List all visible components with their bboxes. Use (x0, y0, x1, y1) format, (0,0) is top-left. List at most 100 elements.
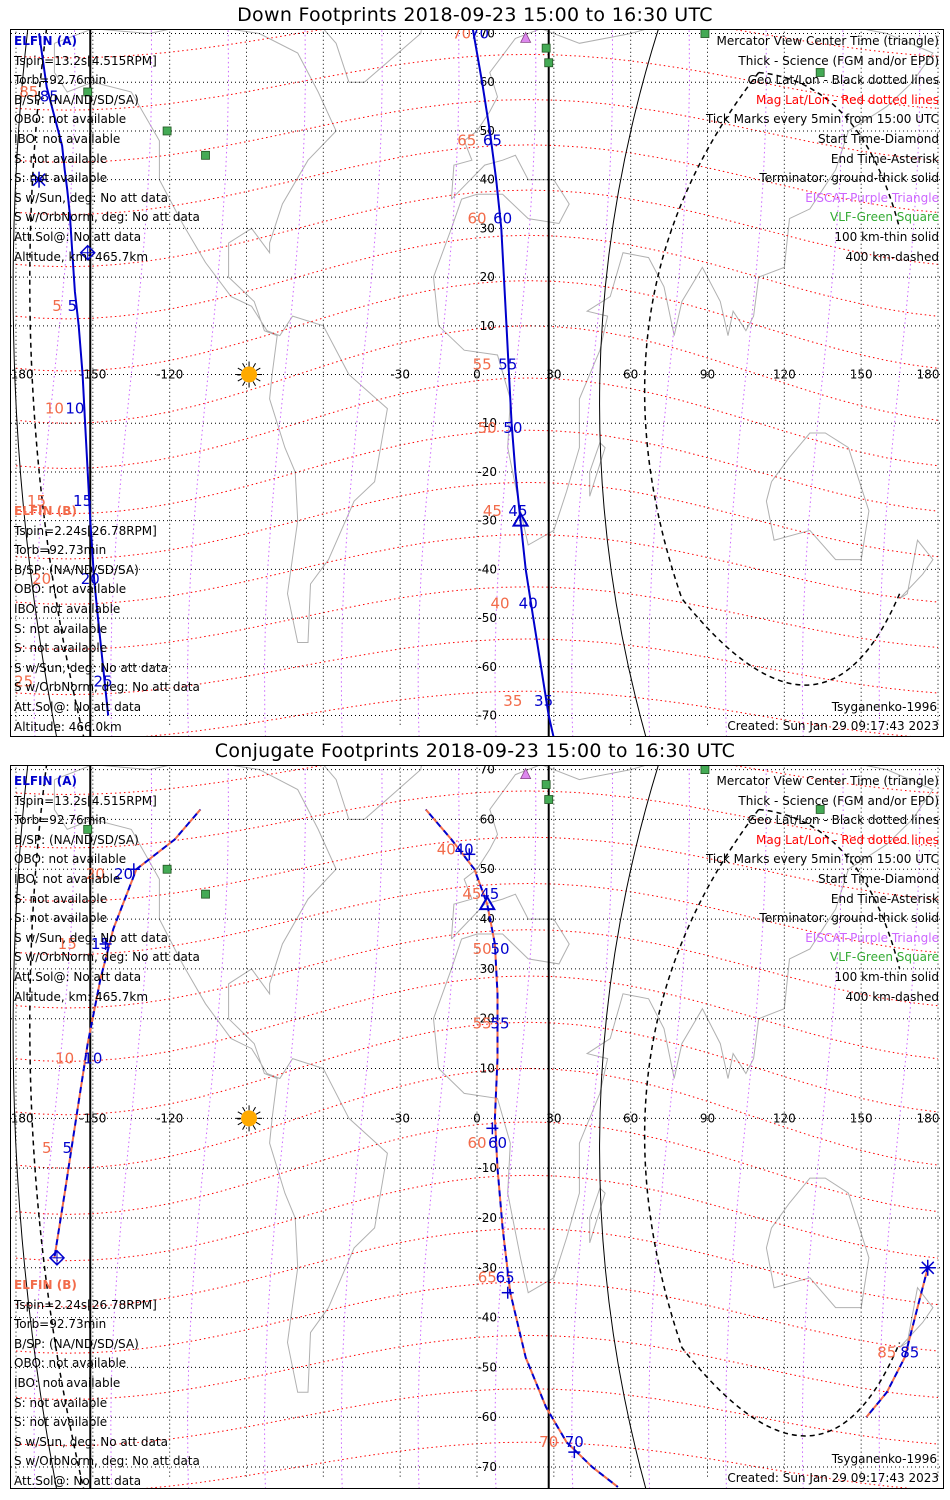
lat-tick-label: -20 (477, 465, 497, 479)
legend-item: Tick Marks every 5min from 15:00 UTC (705, 852, 939, 867)
mag-lon-line (263, 30, 306, 736)
sun-ray (255, 367, 261, 371)
lat-tick-label: 20 (480, 1012, 495, 1026)
legend-item: 400 km-dashed (845, 989, 939, 1004)
mag-lon-line (340, 766, 383, 1488)
lat-tick-label: 10 (480, 1062, 495, 1076)
asterisk-stroke (921, 1261, 935, 1275)
lat-tick-label: 40 (480, 173, 495, 187)
mag-lat-line (15, 975, 939, 1062)
satellite-traces: 2015105404550556065708520151054045505560… (42, 808, 929, 1488)
tick-label-a: 85 (40, 88, 59, 106)
info-line: S w/Sun, deg: No att data (14, 930, 168, 945)
info-line: B/SP: (NA/ND/SD/SA) (14, 92, 139, 107)
terminators (12, 766, 901, 1488)
sat-a-info: Tspin=13.2s[4.515RPM] Torb=92.76min B/SP: … (14, 52, 200, 268)
mag-lat-line (15, 766, 939, 796)
lon-tick-label: 90 (700, 368, 715, 382)
info-line: S: not available (14, 1415, 108, 1430)
coastlines (53, 766, 934, 1393)
landmass-outline (432, 766, 934, 1294)
legend-item: 100 km-thin solid (834, 969, 939, 984)
sun-ray (237, 1111, 243, 1115)
info-line: OBO: not available (14, 852, 127, 867)
mag-lon-line (187, 766, 230, 1488)
sun-ray (252, 1125, 256, 1130)
info-line: Tspin=13.2s[4.515RPM] (14, 53, 157, 68)
legend-item: Thick - Science (FGM and/or EPD) (738, 793, 939, 808)
mag-lon-line (494, 30, 537, 736)
trace-atlantic-b (425, 808, 619, 1488)
landmass-outline (53, 766, 388, 1393)
tick-label-b: 85 (877, 1343, 896, 1361)
sat-a-label: ELFIN (A) (14, 34, 77, 48)
landmass-outline (765, 432, 870, 561)
lon-tick-label: 90 (700, 1111, 715, 1125)
lat-tick-label: 10 (480, 319, 495, 333)
info-line: B/SP: (NA/ND/SD/SA) (14, 562, 139, 577)
lon-tick-label: -180 (11, 368, 34, 382)
info-line: S: not available (14, 151, 108, 166)
legend: Mercator View Center Time (triangle) Thic… (706, 772, 939, 1007)
info-line: Tspin=2.24s[26.78RPM] (14, 523, 157, 538)
mag-lat-line (15, 1067, 939, 1169)
mag-lon-line (878, 766, 921, 1488)
info-line: Tspin=13.2s[4.515RPM] (14, 793, 157, 808)
info-line: Altitude: 466.0km (14, 719, 122, 734)
info-line: S: not available (14, 891, 108, 906)
vlf-square-icon (201, 889, 210, 899)
lat-tick-label: 30 (480, 962, 495, 976)
sun-disc (241, 1110, 258, 1127)
conjugate-footprints-map: -180-150-120-90-300306090120150180706050… (11, 766, 943, 1488)
info-line: S w/Sun, deg: No att data (14, 190, 168, 205)
tick-label-b: 10 (45, 399, 64, 417)
conjugate-footprints-panel: -180-150-120-90-300306090120150180706050… (10, 765, 944, 1489)
tick-label-b: 85 (19, 83, 38, 101)
sat-a-block: ELFIN (A) Tspin=13.2s[4.515RPM] Torb=92.7… (14, 772, 200, 1007)
mag-lat-line (15, 377, 939, 470)
info-line: Torb=92.73min (14, 1317, 107, 1332)
tick-label-b: 60 (467, 210, 486, 228)
tick-label-b: 5 (42, 1139, 52, 1157)
terminator-400km-east-top (758, 71, 901, 229)
lon-tick-label: 120 (773, 1111, 796, 1125)
mag-lon-line (417, 30, 460, 736)
info-line: IBO: not available (14, 1375, 121, 1390)
mag-lon-line (494, 766, 537, 1488)
down-panel-title: Down Footprints 2018-09-23 15:00 to 16:3… (237, 4, 713, 26)
conjugate-panel-title: Conjugate Footprints 2018-09-23 15:00 to… (214, 740, 736, 762)
legend-item: Geo Lat/Lon - Black dotted lines (747, 813, 939, 828)
sat-b-label: ELFIN (B) (14, 504, 77, 518)
tick-label-b: 70 (452, 30, 471, 42)
info-line: S w/Sun, deg: No att data (14, 1434, 168, 1449)
mag-lon-line (110, 30, 153, 736)
tick-label-b: 5 (52, 297, 62, 315)
terminator-100km-west (12, 766, 57, 1488)
legend-item: 400 km-dashed (845, 249, 939, 264)
mag-lon-line (110, 766, 153, 1488)
created-label: Created: Sun Jan 29 09:17:43 2023 (727, 1471, 939, 1485)
tick-label-b: 40 (437, 840, 456, 858)
legend-item: Start Time-Diamond (817, 871, 939, 886)
tick-cross-icon (568, 1446, 581, 1459)
created-label: Created: Sun Jan 29 09:17:43 2023 (727, 719, 939, 733)
tick-label-b: 50 (473, 940, 492, 958)
model-label: Tsyganenko-1996 (831, 1452, 937, 1466)
mag-lat-line (15, 1228, 939, 1308)
tick-label-b: 70 (539, 1433, 558, 1451)
info-line: S w/OrbNorm, deg: No att data (14, 1454, 200, 1469)
tick-label-b: 65 (478, 1269, 497, 1287)
tick-label-a: 45 (508, 502, 527, 520)
landmass-outline (899, 539, 934, 600)
terminators (12, 30, 901, 736)
stations (83, 766, 825, 899)
sun-icon (236, 361, 263, 388)
legend-item: Start Time-Diamond (817, 131, 939, 146)
info-line: S w/OrbNorm, deg: No att data (14, 210, 200, 225)
geo-grid: -180-150-120-90-300306090120150180706050… (11, 30, 943, 726)
sun-ray (252, 363, 256, 368)
lon-tick-label: -120 (156, 368, 183, 382)
mag-lon-line (33, 766, 76, 1488)
tick-label-a: 65 (496, 1269, 515, 1287)
tick-label-b: 45 (462, 885, 481, 903)
